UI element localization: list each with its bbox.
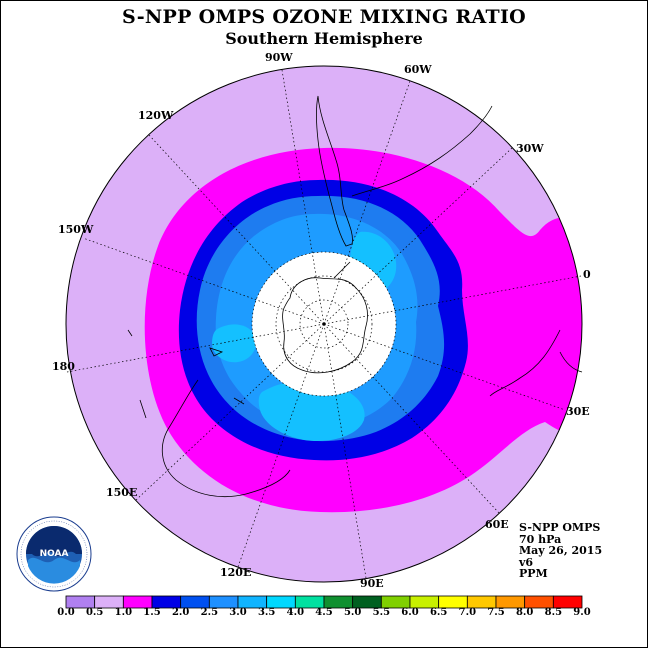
colorbar-tick-label: 7.0 (458, 607, 477, 618)
info-date: May 26, 2015 (519, 544, 603, 558)
colorbar-tick-label: 7.5 (487, 607, 505, 618)
colorbar-tick-label: 5.0 (343, 607, 362, 618)
lon-label-150w: 150W (58, 223, 94, 236)
map-boundary (65, 65, 583, 583)
lon-label-30w: 30W (516, 142, 544, 155)
lon-label-120e: 120E (220, 566, 252, 579)
colorbar-tick-label: 2.0 (171, 607, 190, 618)
colorbar-tick-label: 6.5 (429, 607, 448, 618)
info-units: PPM (519, 567, 548, 581)
lon-label-180: 180 (52, 360, 75, 373)
australia-coastline (161, 379, 291, 497)
colorbar-tick-label: 0.5 (85, 607, 104, 618)
info-version: v6 (519, 555, 534, 569)
lon-label-120w: 120W (138, 109, 174, 122)
lon-label-90e: 90E (360, 577, 384, 590)
lon-label-90w: 90W (265, 51, 293, 64)
colorbar-tick-label: 1.0 (114, 607, 133, 618)
info-block: S-NPP OMPS 70 hPa May 26, 2015 v6 PPM (519, 522, 602, 580)
meridians (66, 69, 582, 579)
noaa-logo-text: NOAA (40, 549, 69, 559)
colorbar-tick-label: 6.0 (401, 607, 419, 618)
colorbar-segment (552, 595, 583, 609)
colorbar-tick-label: 3.0 (229, 607, 247, 618)
colorbar-tick-label: 8.5 (544, 607, 563, 618)
new-zealand-coastline (127, 329, 224, 419)
south-america-coastline (316, 95, 493, 247)
noaa-logo: NOAA (16, 516, 92, 592)
info-pressure: 70 hPa (519, 532, 562, 546)
africa-coastline (489, 329, 583, 397)
chart-subtitle: Southern Hemisphere (225, 29, 423, 48)
colorbar-tick-label: 4.5 (315, 607, 333, 618)
colorbar (65, 595, 583, 609)
latitude-circles (251, 251, 397, 397)
colorbar-tick-label: 8.0 (515, 607, 534, 618)
colorbar-tick-label: 2.5 (200, 607, 219, 618)
colorbar-tick-label: 4.0 (286, 607, 305, 618)
lon-label-60w: 60W (404, 63, 432, 76)
info-instrument: S-NPP OMPS (519, 521, 601, 534)
chart-title: S-NPP OMPS OZONE MIXING RATIO (121, 6, 527, 28)
lon-label-150e: 150E (106, 486, 138, 499)
lon-label-60e: 60E (485, 518, 509, 531)
colorbar-tick-label: 9.0 (573, 607, 591, 618)
antarctica-coastline (282, 261, 368, 374)
colorbar-tick-label: 5.5 (372, 607, 391, 618)
lon-label-30e: 30E (566, 405, 590, 418)
colorbar-tick-label: 0.0 (57, 607, 75, 618)
lon-label-0: 0 (583, 268, 591, 281)
ozone-contour-3-5-c (212, 324, 257, 363)
colorbar-tick-label: 1.5 (143, 607, 161, 618)
ozone-contour-3-5 (258, 380, 365, 442)
colorbar-tick-label: 3.5 (257, 607, 276, 618)
